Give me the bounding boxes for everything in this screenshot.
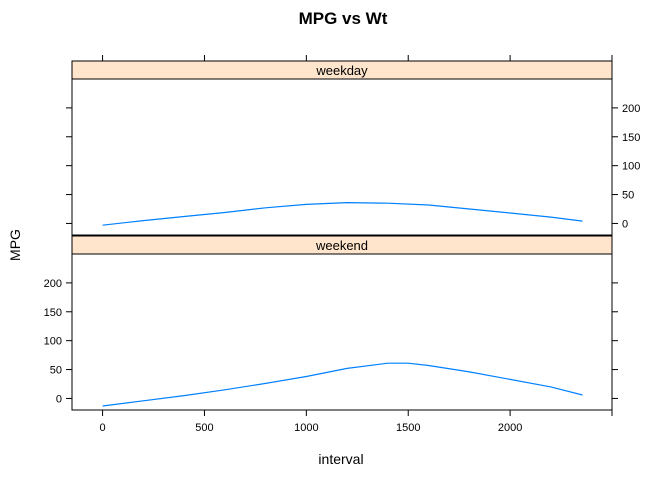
x-tick-label: 2000 bbox=[498, 422, 522, 434]
y-tick-label-weekend: 50 bbox=[50, 365, 62, 377]
series-line-weekend bbox=[102, 362, 583, 407]
x-tick-label: 0 bbox=[100, 422, 106, 434]
y-tick-label-weekday: 0 bbox=[622, 218, 628, 230]
panel-frame-weekend bbox=[71, 253, 613, 411]
strip-label-weekday: weekday bbox=[315, 63, 368, 78]
y-tick-label-weekend: 150 bbox=[44, 307, 62, 319]
x-tick-label: 1500 bbox=[396, 422, 420, 434]
y-tick-label-weekend: 200 bbox=[44, 278, 62, 290]
y-tick-label-weekend: 100 bbox=[44, 336, 62, 348]
y-tick-label-weekday: 100 bbox=[622, 161, 640, 173]
series-line-weekday bbox=[102, 201, 583, 226]
y-tick-label-weekday: 150 bbox=[622, 132, 640, 144]
y-tick-label-weekend: 0 bbox=[56, 393, 62, 405]
x-tick-label: 500 bbox=[195, 422, 213, 434]
chart-title: MPG vs Wt bbox=[299, 9, 388, 28]
strip-label-weekend: weekend bbox=[315, 238, 368, 253]
x-axis-label: interval bbox=[318, 451, 363, 467]
y-tick-label-weekday: 50 bbox=[622, 190, 634, 202]
y-axis-label: MPG bbox=[7, 229, 23, 261]
y-tick-label-weekday: 200 bbox=[622, 103, 640, 115]
panel-frame-weekday bbox=[71, 78, 613, 236]
x-tick-label: 1000 bbox=[294, 422, 318, 434]
